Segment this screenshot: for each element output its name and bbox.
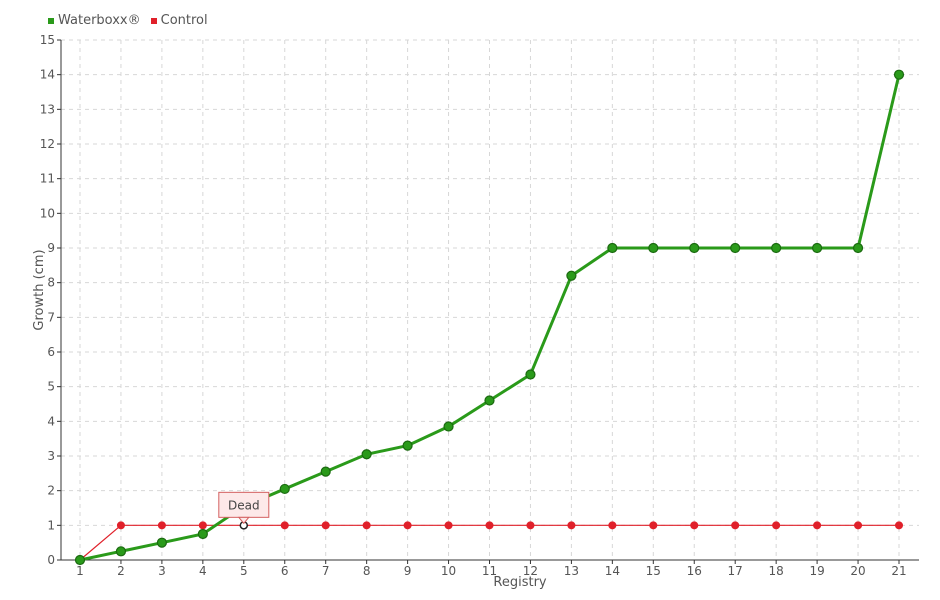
data-point[interactable] [731, 521, 740, 530]
data-point[interactable] [115, 546, 127, 557]
data-point[interactable] [484, 395, 495, 406]
y-tick-label: 12 [40, 137, 55, 151]
x-tick-label: 11 [482, 564, 497, 578]
data-point[interactable] [811, 242, 823, 254]
grid [61, 39, 919, 560]
legend: Waterboxx® Control [48, 13, 208, 28]
data-point[interactable] [321, 521, 330, 530]
x-tick-label: 5 [240, 564, 248, 578]
y-axis-title: Growth (cm) [32, 249, 47, 330]
data-point[interactable] [198, 521, 207, 530]
data-point[interactable] [156, 537, 167, 548]
x-axis-title: Registry [493, 575, 547, 590]
data-point[interactable] [689, 242, 700, 254]
y-tick-label: 2 [47, 484, 55, 498]
data-point[interactable] [362, 521, 371, 530]
data-point[interactable] [197, 528, 208, 540]
data-point[interactable] [403, 521, 412, 530]
data-point[interactable] [648, 242, 659, 254]
data-point[interactable] [525, 369, 536, 380]
data-point[interactable] [157, 521, 166, 530]
data-point[interactable] [607, 242, 618, 254]
data-point[interactable] [730, 242, 741, 254]
data-point[interactable] [852, 242, 864, 254]
y-tick-label: 7 [47, 310, 55, 324]
y-tick-label: 13 [40, 102, 55, 116]
annotation-pointer [237, 516, 250, 525]
x-tick-label: 15 [646, 564, 661, 578]
x-tick-label: 4 [199, 564, 207, 578]
y-tick-label: 5 [47, 380, 55, 394]
y-tick-label: 3 [47, 449, 55, 463]
y-tick-label: 0 [47, 553, 55, 567]
data-point[interactable] [608, 521, 617, 530]
y-tick-label: 1 [47, 518, 55, 532]
data-point[interactable] [320, 466, 331, 477]
y-tick-label: 14 [40, 68, 55, 82]
x-tick-label: 2 [117, 564, 125, 578]
data-point[interactable] [361, 449, 372, 460]
x-tick-label: 13 [564, 564, 579, 578]
x-tick-label: 9 [404, 564, 412, 578]
annotation-text: Dead [228, 498, 260, 512]
data-point[interactable] [771, 242, 782, 254]
data-point[interactable] [893, 69, 905, 80]
x-tick-labels: 1 2 3 4 5 6 7 8 9 10 11 12 13 14 15 16 17 18 19 20 21 [76, 560, 907, 578]
x-tick-label: 18 [769, 564, 784, 578]
x-tick-label: 14 [605, 564, 620, 578]
x-tick-label: 21 [891, 564, 906, 578]
series-waterboxx [74, 69, 905, 566]
data-point[interactable] [526, 521, 535, 530]
legend-label-waterboxx: Waterboxx® [58, 13, 141, 28]
y-tick-label: 11 [40, 172, 55, 186]
x-tick-label: 12 [523, 564, 538, 578]
data-point[interactable] [116, 521, 125, 530]
legend-label-control: Control [160, 13, 208, 28]
legend-item-control[interactable]: Control [150, 13, 208, 28]
x-tick-label: 10 [441, 564, 456, 578]
data-point[interactable] [485, 521, 494, 530]
data-point[interactable] [402, 440, 413, 451]
x-tick-label: 1 [76, 564, 84, 578]
y-tick-label: 8 [47, 276, 55, 290]
data-point[interactable] [279, 483, 290, 495]
data-point[interactable] [280, 521, 289, 530]
data-point[interactable] [444, 521, 453, 530]
x-tick-label: 8 [363, 564, 371, 578]
data-point[interactable] [74, 554, 86, 566]
data-point[interactable] [772, 521, 781, 530]
series-control [76, 521, 903, 564]
x-tick-label: 16 [687, 564, 702, 578]
y-tick-label: 9 [47, 241, 55, 255]
data-point[interactable] [566, 270, 577, 281]
data-point[interactable] [443, 421, 454, 432]
x-tick-label: 7 [322, 564, 330, 578]
y-tick-label: 6 [47, 345, 55, 359]
data-point[interactable] [567, 521, 576, 530]
y-tick-label: 10 [40, 206, 55, 220]
x-tick-label: 6 [281, 564, 289, 578]
data-point[interactable] [895, 521, 903, 530]
legend-swatch-control [150, 17, 157, 24]
y-tick-label: 15 [40, 33, 55, 47]
y-tick-label: 4 [47, 414, 55, 428]
x-tick-label: 19 [809, 564, 824, 578]
legend-item-waterboxx[interactable]: Waterboxx® [48, 13, 141, 28]
data-point[interactable] [690, 521, 699, 530]
x-tick-label: 20 [850, 564, 865, 578]
legend-swatch-waterboxx [48, 17, 54, 24]
series-layer [74, 69, 905, 566]
data-point[interactable] [854, 521, 863, 530]
x-tick-label: 3 [158, 564, 166, 578]
x-tick-label: 17 [728, 564, 743, 578]
data-point[interactable] [813, 521, 822, 530]
annotation-dead: Dead [218, 491, 270, 525]
data-point[interactable] [649, 521, 658, 530]
